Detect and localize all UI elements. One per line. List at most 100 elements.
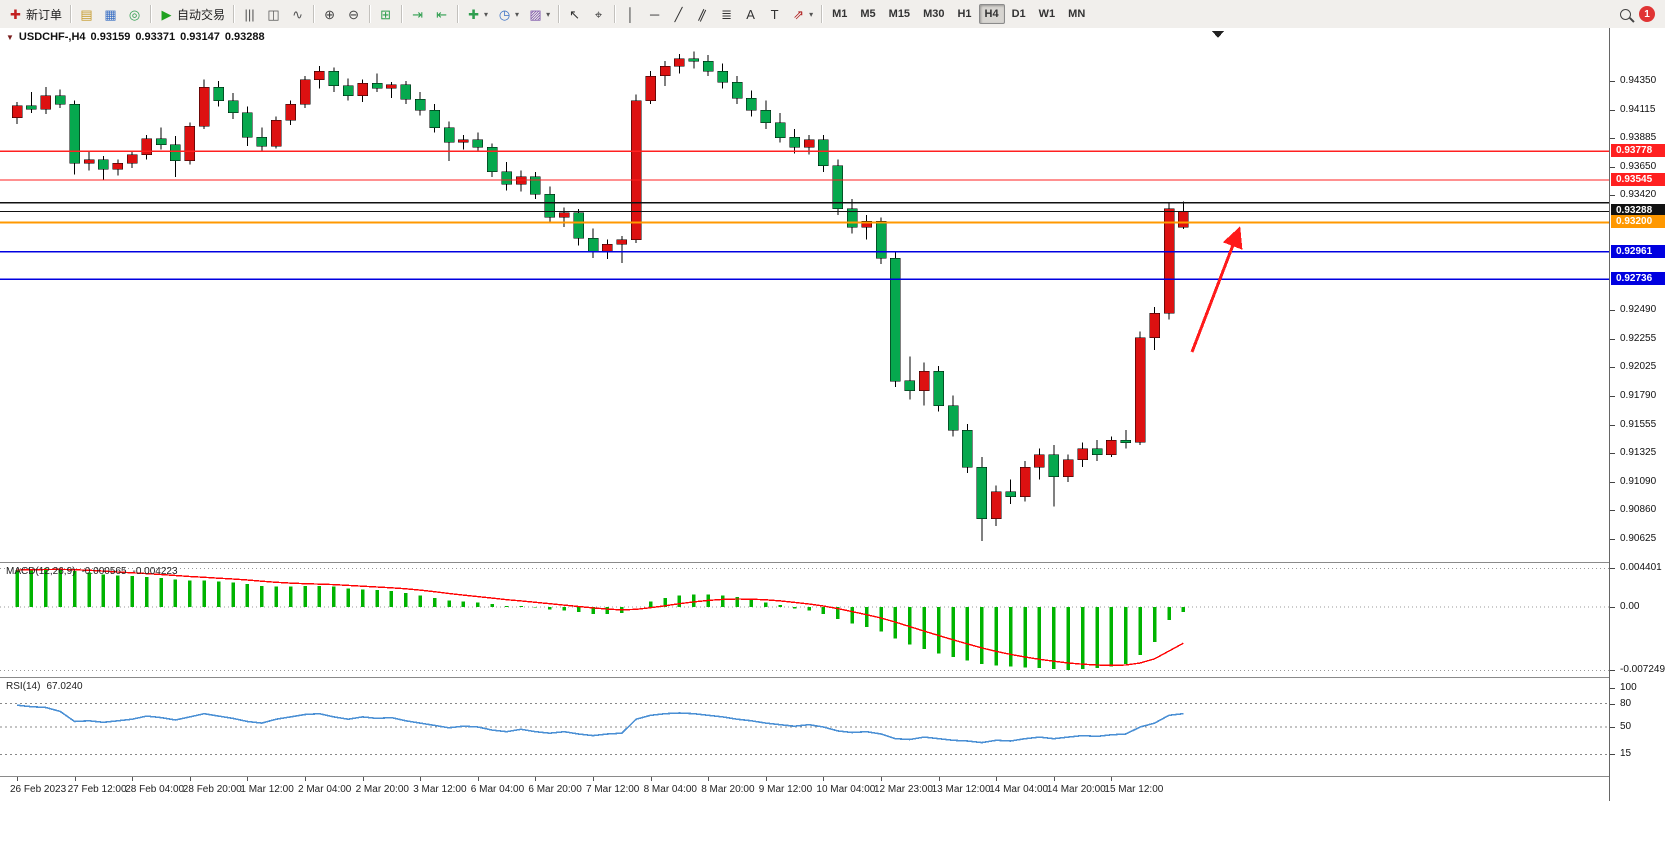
bear-candle[interactable] — [328, 70, 340, 87]
bull-candle[interactable] — [126, 154, 138, 164]
bear-candle[interactable] — [875, 220, 887, 259]
line-chart-button[interactable]: ∿ — [286, 3, 309, 25]
bear-candle[interactable] — [26, 105, 37, 110]
bear-candle[interactable] — [501, 171, 512, 185]
timeframe-h4-button[interactable]: H4 — [978, 4, 1005, 24]
bull-candle[interactable] — [314, 70, 325, 80]
arrows-button[interactable]: ⇗ ▾ — [787, 3, 817, 25]
bear-candle[interactable] — [1091, 448, 1103, 455]
periods-button[interactable]: ◷ ▾ — [493, 3, 523, 25]
bull-candle[interactable] — [515, 176, 527, 185]
bear-candle[interactable] — [688, 58, 700, 62]
bear-candle[interactable] — [400, 84, 412, 100]
bear-candle[interactable] — [1120, 439, 1132, 443]
bear-candle[interactable] — [1048, 454, 1060, 478]
symbol-search-button[interactable] — [1614, 3, 1636, 25]
bear-candle[interactable] — [213, 86, 224, 101]
bear-candle[interactable] — [371, 83, 383, 89]
bear-candle[interactable] — [69, 103, 80, 164]
indicators-button[interactable]: ✚ ▾ — [462, 3, 492, 25]
bear-candle[interactable] — [486, 147, 498, 173]
timeframe-w1-button[interactable]: W1 — [1033, 4, 1062, 24]
bull-candle[interactable] — [357, 83, 368, 96]
bull-candle[interactable] — [558, 212, 570, 218]
text-label-button[interactable]: T — [763, 3, 786, 25]
price-plot[interactable] — [0, 28, 1609, 562]
chart-shift-button[interactable]: ⇤ — [430, 3, 453, 25]
bear-candle[interactable] — [342, 85, 354, 96]
bull-candle[interactable] — [1178, 211, 1189, 228]
bear-candle[interactable] — [904, 380, 916, 391]
data-window-button[interactable]: ▦ — [99, 3, 122, 25]
main-chart-pane[interactable]: ▼ USDCHF-,H4 0.93159 0.93371 0.93147 0.9… — [0, 28, 1609, 563]
bear-candle[interactable] — [746, 97, 757, 111]
bull-candle[interactable] — [40, 95, 52, 110]
bull-candle[interactable] — [299, 79, 311, 105]
macd-pane[interactable]: MACD(12,26,9) -0.000565 -0.004223 — [0, 563, 1609, 678]
bear-candle[interactable] — [54, 95, 66, 105]
bull-candle[interactable] — [659, 65, 671, 77]
timeframe-m15-button[interactable]: M15 — [883, 4, 916, 24]
bear-candle[interactable] — [414, 99, 426, 111]
bull-candle[interactable] — [11, 105, 23, 119]
bear-candle[interactable] — [227, 100, 239, 114]
bull-candle[interactable] — [184, 126, 196, 162]
bull-candle[interactable] — [285, 103, 296, 121]
bull-candle[interactable] — [112, 163, 124, 170]
bull-candle[interactable] — [1019, 466, 1031, 497]
bear-candle[interactable] — [472, 139, 484, 148]
bear-candle[interactable] — [760, 110, 772, 123]
timeframe-h1-button[interactable]: H1 — [951, 4, 977, 24]
bear-candle[interactable] — [429, 110, 440, 128]
bear-candle[interactable] — [976, 466, 988, 519]
bear-candle[interactable] — [717, 70, 728, 83]
navigator-button[interactable]: ◎ — [123, 3, 146, 25]
trend-arrow[interactable] — [1190, 226, 1243, 353]
bull-candle[interactable] — [861, 220, 872, 228]
text-button[interactable]: A — [739, 3, 762, 25]
bull-candle[interactable] — [1034, 454, 1045, 468]
bull-candle[interactable] — [616, 239, 628, 245]
bear-candle[interactable] — [933, 370, 944, 406]
bull-candle[interactable] — [1106, 439, 1117, 456]
chart-shift-marker[interactable] — [1212, 31, 1224, 38]
vertical-line-button[interactable]: │ — [619, 3, 642, 25]
bear-candle[interactable] — [1005, 491, 1016, 497]
bull-candle[interactable] — [990, 491, 1002, 519]
bear-candle[interactable] — [962, 429, 973, 468]
bear-candle[interactable] — [702, 60, 714, 72]
bull-candle[interactable] — [630, 100, 642, 240]
timeframe-mn-button[interactable]: MN — [1062, 4, 1091, 24]
bear-candle[interactable] — [818, 139, 829, 166]
bear-candle[interactable] — [832, 165, 844, 209]
bear-candle[interactable] — [530, 176, 541, 195]
new-order-button[interactable]: ✚ 新订单 — [4, 3, 66, 25]
bear-candle[interactable] — [774, 122, 786, 138]
trendline-button[interactable]: ╱ — [667, 3, 690, 25]
bull-candle[interactable] — [1163, 208, 1175, 314]
tile-windows-button[interactable]: ⊞ — [374, 3, 397, 25]
templates-button[interactable]: ▨ ▾ — [524, 3, 554, 25]
bull-candle[interactable] — [458, 139, 469, 143]
auto-scroll-button[interactable]: ⇥ — [406, 3, 429, 25]
bear-candle[interactable] — [731, 81, 743, 99]
bull-candle[interactable] — [386, 84, 397, 89]
bull-candle[interactable] — [602, 244, 613, 253]
bull-candle[interactable] — [1149, 313, 1160, 339]
crosshair-button[interactable]: ⌖ — [587, 3, 610, 25]
bear-candle[interactable] — [155, 138, 167, 146]
rsi-pane[interactable]: RSI(14) 67.0240 — [0, 678, 1609, 777]
price-axis[interactable]: 0.94350 0.94115 0.93885 0.93650 0.93420 0.924… — [1609, 28, 1665, 801]
bull-candle[interactable] — [198, 86, 210, 127]
candlestick-chart-button[interactable]: ◫ — [262, 3, 285, 25]
bull-candle[interactable] — [803, 139, 815, 148]
bull-candle[interactable] — [270, 119, 282, 147]
cursor-button[interactable]: ↖ — [563, 3, 586, 25]
bear-candle[interactable] — [789, 137, 800, 148]
horizontal-line-button[interactable]: ─ — [643, 3, 666, 25]
bear-candle[interactable] — [443, 127, 455, 143]
notifications-badge[interactable]: 1 — [1639, 6, 1655, 22]
bar-chart-button[interactable]: ||| — [238, 3, 261, 25]
bear-candle[interactable] — [170, 144, 181, 162]
bull-candle[interactable] — [1077, 448, 1088, 460]
